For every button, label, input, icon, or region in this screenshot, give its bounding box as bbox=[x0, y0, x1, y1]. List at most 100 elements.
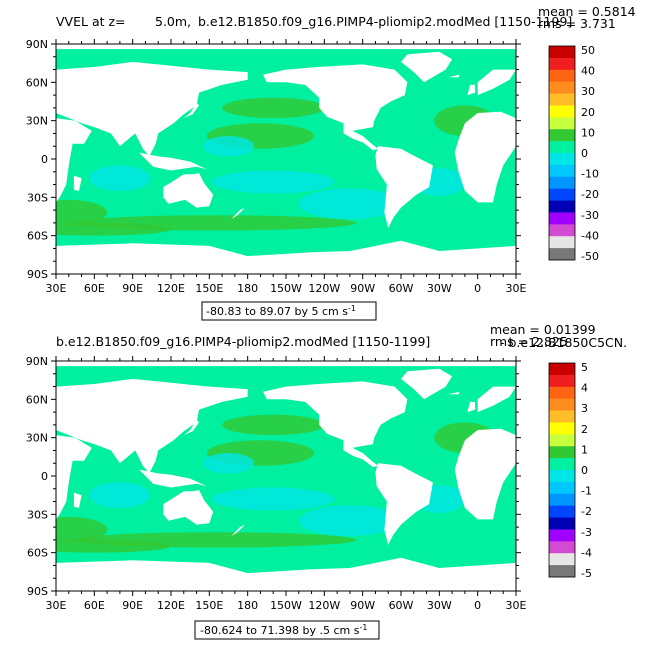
colorbar-swatch bbox=[549, 236, 575, 249]
colorbar-swatch bbox=[549, 93, 575, 106]
lon-label: 90E bbox=[122, 282, 143, 295]
lon-label: 150E bbox=[195, 599, 223, 612]
land-madagascar bbox=[73, 492, 82, 508]
lon-label: 30W bbox=[427, 599, 452, 612]
lat-label: 60N bbox=[26, 76, 48, 89]
land-new-zealand bbox=[231, 207, 246, 220]
lat-label: 90N bbox=[26, 38, 48, 51]
ocean-region bbox=[202, 453, 255, 474]
land-eurasia bbox=[56, 378, 248, 474]
colorbar-label: 1 bbox=[581, 443, 588, 456]
colorbar-swatch bbox=[549, 410, 575, 423]
land-north-america bbox=[263, 64, 408, 134]
land-uk bbox=[467, 84, 476, 96]
lon-label: 180 bbox=[237, 599, 258, 612]
lon-label: 90W bbox=[350, 599, 375, 612]
colorbar-swatch bbox=[549, 69, 575, 82]
lon-label: 0 bbox=[474, 282, 481, 295]
lon-label: 120W bbox=[308, 599, 340, 612]
colorbar-label: -30 bbox=[581, 209, 599, 222]
panel1-ocean-pattern bbox=[56, 97, 496, 236]
colorbar-swatch bbox=[549, 565, 575, 578]
colorbar-label: -20 bbox=[581, 188, 599, 201]
lon-label: 30W bbox=[427, 282, 452, 295]
lon-label: 150W bbox=[270, 599, 302, 612]
land-central-america bbox=[343, 447, 378, 468]
colorbar-swatch bbox=[549, 153, 575, 166]
lon-label: 60E bbox=[84, 599, 105, 612]
ocean-region bbox=[89, 482, 151, 508]
lat-label: 90S bbox=[27, 585, 48, 598]
colorbar-swatch bbox=[549, 386, 575, 399]
panel1-mean: mean = 0.5814 bbox=[538, 4, 636, 19]
panel1-rms: rms = 3.731 bbox=[538, 16, 616, 31]
colorbar-label: 20 bbox=[581, 106, 595, 119]
panel-1: VVEL at z= 5.0m, b.e12.B1850.f09_g16.PIM… bbox=[26, 4, 636, 321]
colorbar-swatch bbox=[549, 446, 575, 459]
panel1-map bbox=[56, 44, 516, 274]
ocean-region bbox=[222, 97, 325, 119]
panel2-title-ref: - b.e12.B1850C5CN. bbox=[500, 335, 627, 350]
ocean-region bbox=[298, 188, 401, 220]
colorbar-label: -1 bbox=[581, 485, 592, 498]
lat-label: 0 bbox=[41, 470, 48, 483]
land-arctic bbox=[56, 44, 516, 50]
colorbar-label: 3 bbox=[581, 402, 588, 415]
colorbar-swatch bbox=[549, 141, 575, 154]
land-iceland bbox=[448, 74, 460, 78]
colorbar-label: 2 bbox=[581, 423, 588, 436]
colorbar-swatch bbox=[549, 46, 575, 59]
colorbar-swatch bbox=[549, 517, 575, 530]
colorbar-frame bbox=[548, 362, 576, 578]
colorbar-swatch bbox=[549, 541, 575, 554]
colorbar-label: -10 bbox=[581, 168, 599, 181]
land-australia bbox=[163, 173, 214, 208]
land-indonesia bbox=[139, 469, 207, 488]
ocean-region bbox=[89, 165, 151, 191]
lon-label: 120E bbox=[157, 599, 185, 612]
lon-label: 120E bbox=[157, 282, 185, 295]
colorbar-label: 10 bbox=[581, 126, 595, 139]
panel2-colorbar: 5 4 3 2 1 0 -1 -2 -3 -4 -5 bbox=[548, 361, 592, 580]
lat-label: 30S bbox=[27, 508, 48, 521]
land-arabia-africa-east bbox=[56, 118, 92, 203]
land-greenland bbox=[401, 368, 453, 400]
panel2-rms: rms = 2.825 bbox=[490, 334, 568, 349]
colorbar-label: 0 bbox=[581, 464, 588, 477]
colorbar-swatch bbox=[549, 505, 575, 518]
land-europe-north bbox=[477, 386, 516, 413]
colorbar-swatch bbox=[549, 200, 575, 213]
lon-label: 120W bbox=[308, 282, 340, 295]
ocean-region bbox=[56, 222, 171, 236]
colorbar-label: 50 bbox=[581, 44, 595, 57]
lat-label: 30N bbox=[26, 432, 48, 445]
colorbar-label: 30 bbox=[581, 85, 595, 98]
land-arabia-africa-east bbox=[56, 435, 92, 520]
colorbar-swatch bbox=[549, 434, 575, 447]
land-uk bbox=[467, 401, 476, 413]
land-japan bbox=[183, 102, 200, 119]
ocean-region bbox=[211, 487, 335, 511]
panel2-ocean-pattern bbox=[56, 414, 496, 553]
colorbar-frame bbox=[548, 45, 576, 261]
panel2-range-box: -80.624 to 71.398 by .5 cm s-1 bbox=[194, 620, 380, 640]
colorbar-swatch bbox=[549, 374, 575, 388]
land-south-america bbox=[375, 146, 433, 228]
land-antarctica bbox=[56, 240, 516, 274]
lon-label: 180 bbox=[237, 282, 258, 295]
lat-label: 90S bbox=[27, 268, 48, 281]
lon-label: 30E bbox=[46, 599, 67, 612]
land-africa bbox=[454, 111, 516, 203]
lon-label: 150W bbox=[270, 282, 302, 295]
land-central-america bbox=[343, 130, 378, 151]
panel2-range-text: -80.624 to 71.398 by .5 cm s-1 bbox=[200, 623, 367, 637]
lon-label: 30E bbox=[46, 282, 67, 295]
lat-label: 30S bbox=[27, 191, 48, 204]
lon-label: 60E bbox=[84, 282, 105, 295]
colorbar-swatch bbox=[549, 57, 575, 71]
colorbar-label: 40 bbox=[581, 65, 595, 78]
colorbar-swatch bbox=[549, 105, 575, 118]
colorbar-swatch bbox=[549, 81, 575, 94]
colorbar-swatch bbox=[549, 493, 575, 506]
